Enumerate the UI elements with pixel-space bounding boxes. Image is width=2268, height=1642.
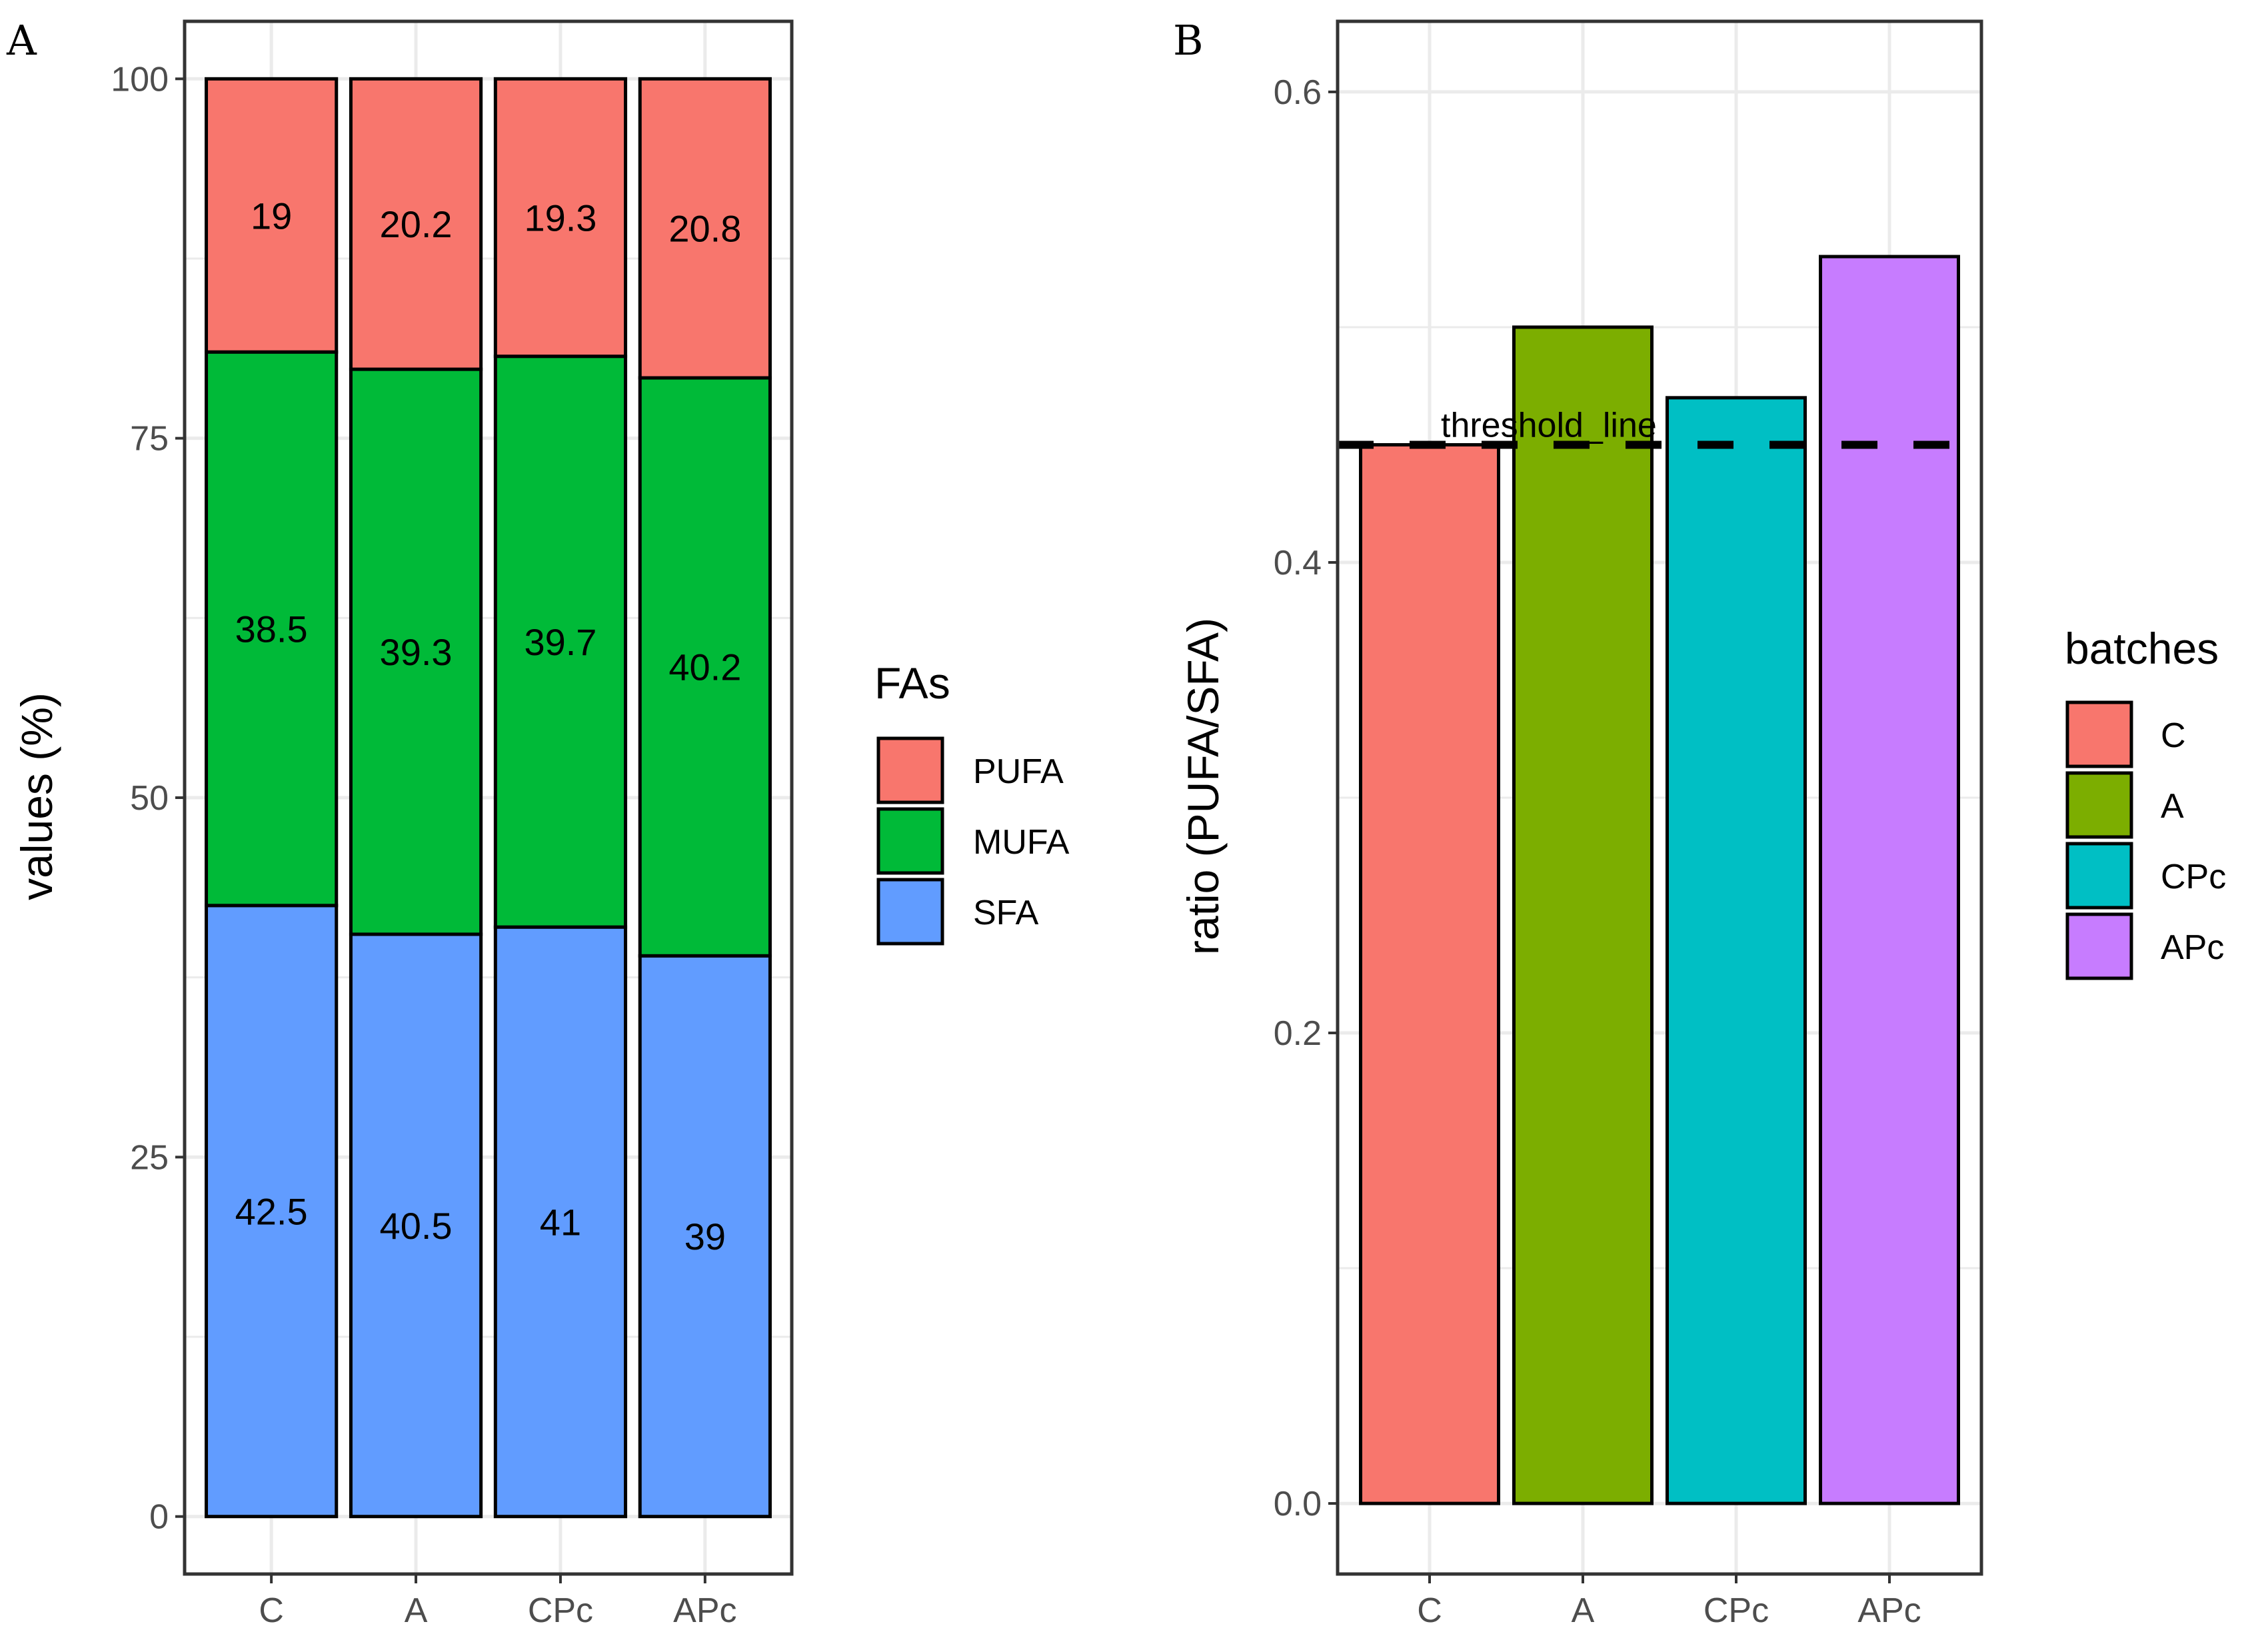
- x-tick-label-apc: APc: [1857, 1591, 1921, 1630]
- bar-a: [1512, 325, 1654, 1505]
- x-tick-label-cpc: CPc: [528, 1591, 593, 1630]
- threshold-label: threshold_line: [1441, 406, 1657, 444]
- x-tick-label-cpc: CPc: [1703, 1591, 1769, 1630]
- legend-label-apc: APc: [2161, 928, 2224, 967]
- data-label-mufa-cpc: 39.7: [524, 621, 596, 663]
- panel-b-letter: B: [1173, 16, 1204, 65]
- panel-a-y-axis-title: values (%): [12, 692, 61, 900]
- bar-pufa-c: [205, 77, 339, 354]
- bar-sfa-c: [205, 904, 339, 1519]
- panel-b-chart: threshold_line 0.00.20.40.6C A CPc APc rati…: [1178, 19, 2226, 1630]
- legend-key-mufa: [876, 807, 944, 875]
- x-tick-label-c: C: [259, 1591, 284, 1630]
- panel-b-bars: [1359, 255, 1960, 1505]
- bar-cpc: [1666, 396, 1807, 1505]
- panel-a-data-labels: 42.5 38.5 19 40.5 39.3 20.2 41 39.7 19.3 39 40.2 20…: [235, 195, 742, 1257]
- data-label-pufa-apc: 20.8: [668, 208, 741, 250]
- legend-key-cpc: [2065, 842, 2133, 910]
- legend-label-c: C: [2161, 716, 2186, 755]
- bar-mufa-cpc: [493, 355, 628, 929]
- legend-key-sfa: [876, 878, 944, 946]
- bar-c: [1359, 442, 1500, 1505]
- legend-label-mufa: MUFA: [973, 823, 1070, 862]
- y-tick-label: 0.4: [1274, 544, 1322, 582]
- legend-label-pufa: PUFA: [973, 752, 1064, 791]
- data-label-mufa-c: 38.5: [235, 608, 308, 650]
- y-tick-label: 25: [130, 1138, 169, 1177]
- x-tick-label-apc: APc: [673, 1591, 736, 1630]
- data-label-sfa-cpc: 41: [540, 1201, 581, 1243]
- data-label-sfa-apc: 39: [684, 1216, 726, 1257]
- legend-key-c: [2065, 700, 2133, 768]
- legend-key-a: [2065, 771, 2133, 839]
- panel-a-chart: 42.5 38.5 19 40.5 39.3 20.2 41 39.7 19.3 39 40.2 20…: [12, 19, 1070, 1630]
- panel-b-legend-title: batches: [2065, 624, 2219, 673]
- data-label-sfa-c: 42.5: [235, 1190, 308, 1232]
- x-tick-label-a: A: [405, 1591, 428, 1630]
- bar-mufa-a: [349, 367, 483, 936]
- panel-b-y-axis-title: ratio (PUFA/SFA): [1178, 618, 1228, 955]
- legend-label-cpc: CPc: [2161, 858, 2226, 896]
- data-label-mufa-apc: 40.2: [668, 646, 741, 688]
- panel-a-letter: A: [6, 16, 37, 65]
- x-tick-label-a: A: [1572, 1591, 1595, 1630]
- panel-a-legend: FAs PUFA MUFA SFA: [874, 658, 1070, 946]
- y-tick-label: 0.2: [1274, 1014, 1322, 1053]
- y-tick-label: 100: [111, 60, 169, 99]
- panel-a-bars: [205, 77, 772, 1519]
- legend-label-a: A: [2161, 787, 2184, 826]
- data-label-mufa-a: 39.3: [380, 631, 453, 673]
- panel-a-axes: 0 25 50 75 100 C A CPc APc: [111, 19, 794, 1630]
- data-label-pufa-cpc: 19.3: [524, 197, 596, 239]
- panel-a-legend-title: FAs: [874, 658, 950, 708]
- bar-sfa-apc: [638, 954, 772, 1519]
- bar-pufa-apc: [638, 77, 772, 380]
- legend-key-pufa: [876, 736, 944, 804]
- y-tick-label: 0: [149, 1498, 169, 1537]
- bar-mufa-c: [205, 350, 339, 908]
- plot-border: [1336, 19, 1983, 1576]
- legend-key-apc: [2065, 912, 2133, 980]
- y-tick-label: 75: [130, 420, 169, 458]
- legend-label-sfa: SFA: [973, 894, 1039, 932]
- panel-b-threshold: threshold_line: [1338, 406, 1981, 449]
- bar-pufa-a: [349, 77, 483, 371]
- bar-sfa-a: [349, 932, 483, 1519]
- panel-b-axes: 0.0 0.2 0.4 0.6 C A CPc APc: [1274, 19, 1983, 1630]
- bar-mufa-apc: [638, 376, 772, 958]
- data-label-pufa-c: 19: [251, 195, 292, 237]
- panel-b-legend: batches CA CPc APc: [2065, 624, 2226, 980]
- data-label-sfa-a: 40.5: [380, 1205, 453, 1247]
- y-tick-label: 50: [130, 779, 169, 818]
- y-tick-label: 0.6: [1274, 73, 1322, 112]
- x-tick-label-c: C: [1417, 1591, 1442, 1630]
- bar-apc: [1819, 255, 1960, 1505]
- bar-pufa-cpc: [493, 77, 628, 359]
- y-tick-label: 0.0: [1274, 1485, 1322, 1523]
- data-label-pufa-a: 20.2: [380, 203, 453, 245]
